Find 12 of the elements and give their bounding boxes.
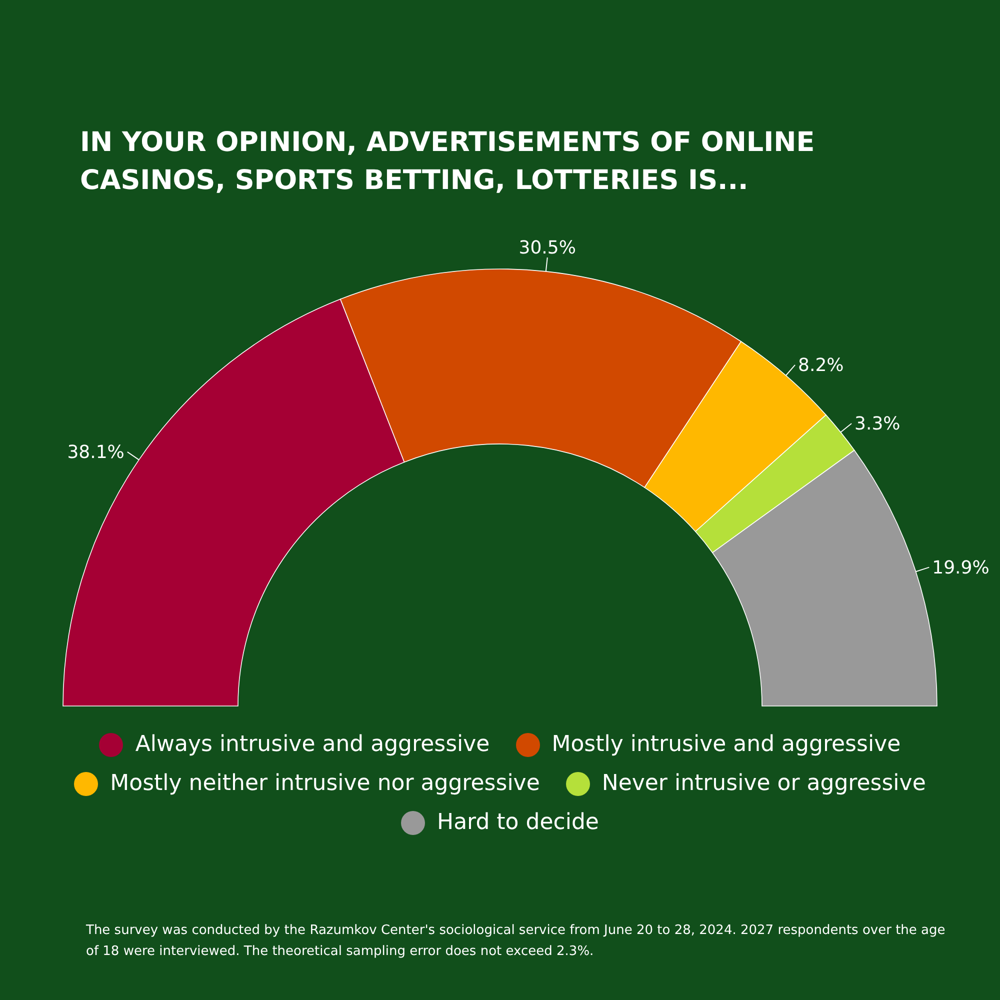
- data-label: 30.5%: [518, 237, 576, 258]
- legend-label: Mostly neither intrusive nor aggressive: [110, 771, 540, 796]
- legend-label: Never intrusive or aggressive: [602, 771, 926, 796]
- data-label: 19.9%: [932, 557, 990, 578]
- legend-label: Mostly intrusive and aggressive: [552, 732, 901, 757]
- text: The survey was conducted by the Razumkov Center's sociological service from June 20 to 28, 2024. 2027 respondents over the age of 18 were interviewed. The theoretical sampling error does not exceed 2.3%.: [86, 922, 946, 961]
- legend-label: Always intrusive and aggressive: [135, 732, 490, 757]
- legend-label: Hard to decide: [437, 810, 599, 835]
- data-label: 3.3%: [854, 413, 900, 434]
- chart-title: IN YOUR OPINION, ADVERTISEMENTS OF ONLINE CASINOS, SPORTS BETTING, LOTTERIES IS...: [80, 126, 816, 198]
- data-label: 8.2%: [798, 354, 844, 376]
- data-label: 38.1%: [67, 442, 124, 463]
